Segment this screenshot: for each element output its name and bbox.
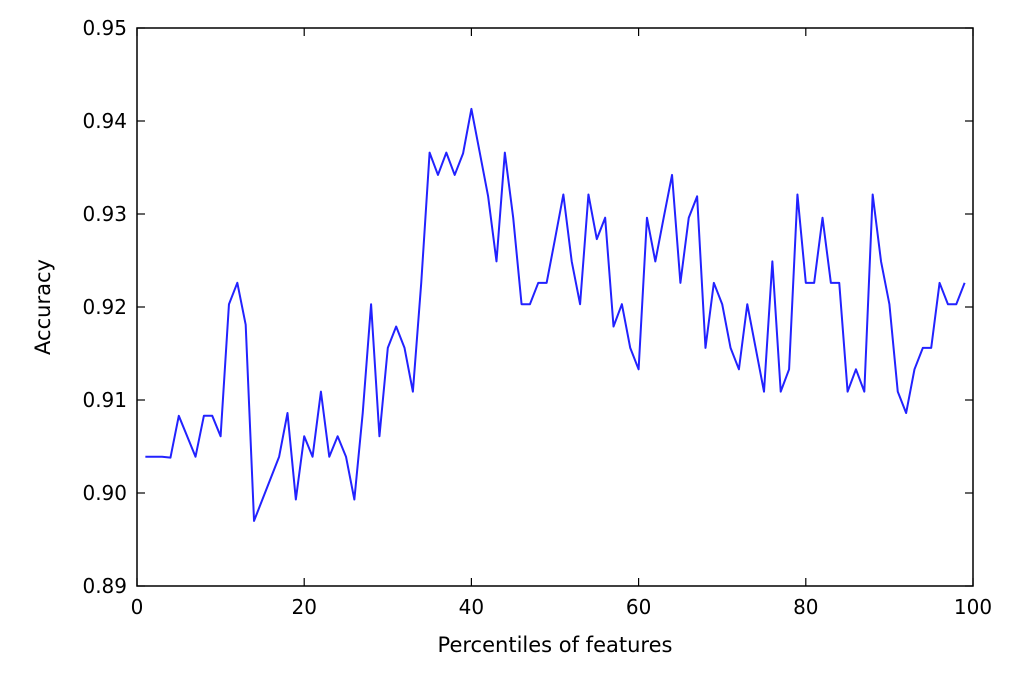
y-axis-label: Accuracy xyxy=(31,259,55,355)
y-tick-label: 0.89 xyxy=(82,574,127,598)
series-line xyxy=(145,107,966,522)
x-tick-label: 40 xyxy=(459,595,484,619)
x-axis-label: Percentiles of features xyxy=(438,633,673,657)
x-tick-label: 20 xyxy=(291,595,316,619)
y-axis-ticks: 0.89 0.90 0.91 0.92 0.93 0.94 0.95 xyxy=(82,16,973,598)
y-tick-label: 0.95 xyxy=(82,16,127,40)
y-tick-label: 0.94 xyxy=(82,109,127,133)
x-tick-label: 100 xyxy=(954,595,992,619)
plot-area xyxy=(137,28,973,586)
x-tick-label: 60 xyxy=(626,595,651,619)
plot-frame xyxy=(136,27,974,587)
x-tick-label: 80 xyxy=(793,595,818,619)
y-tick-label: 0.93 xyxy=(82,202,127,226)
x-tick-label: 0 xyxy=(131,595,144,619)
x-axis-ticks: 0 20 40 60 80 100 xyxy=(131,28,992,619)
y-tick-label: 0.92 xyxy=(82,295,127,319)
y-tick-label: 0.90 xyxy=(82,481,127,505)
y-tick-label: 0.91 xyxy=(82,388,127,412)
